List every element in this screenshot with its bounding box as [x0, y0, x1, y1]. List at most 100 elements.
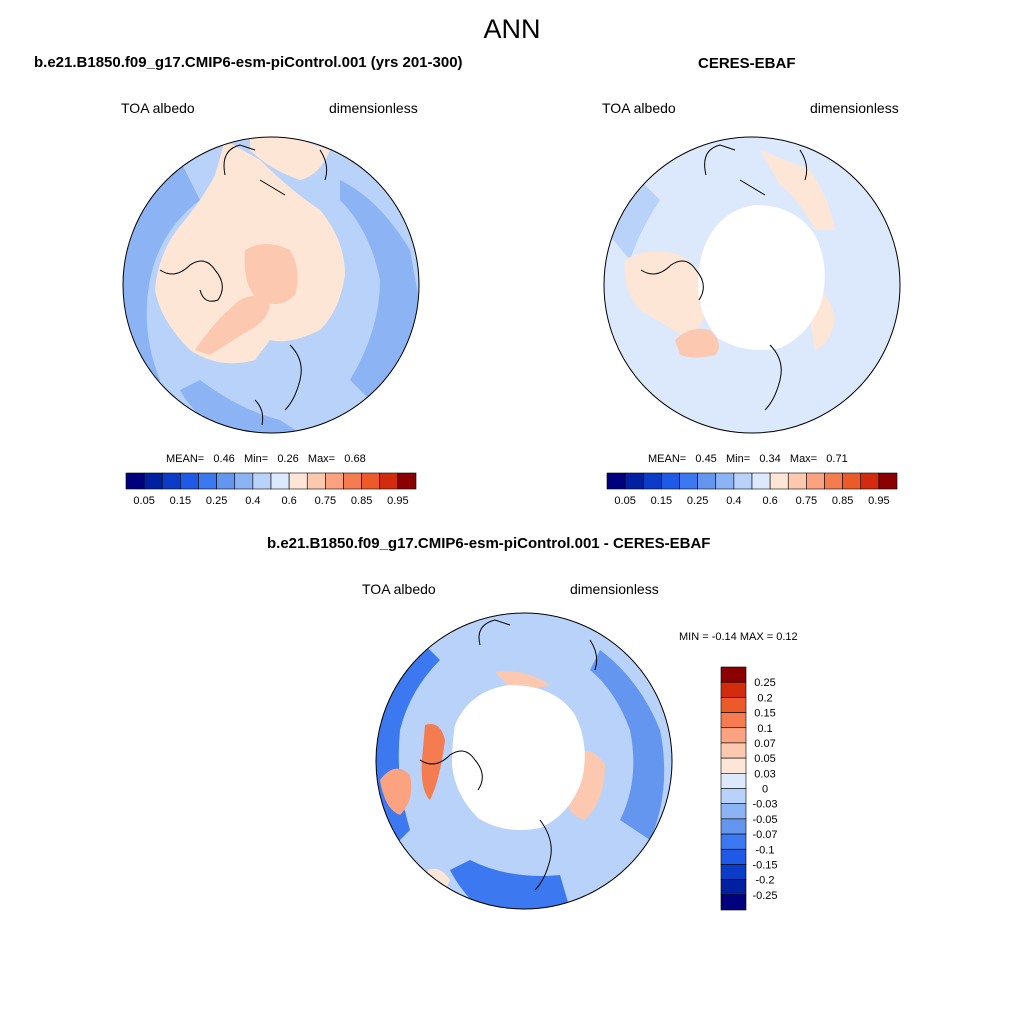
- figure-title: ANN: [483, 14, 541, 44]
- map-model: [122, 136, 420, 434]
- colorbar-swatch: [720, 773, 747, 789]
- colorbar-swatch: [198, 472, 217, 490]
- colorbar-tick-label: 0.25: [687, 495, 708, 507]
- mean-value: 0.46: [213, 453, 235, 465]
- map-diff-coastline: [419, 619, 598, 891]
- map-diff-missing-data: [452, 685, 585, 831]
- colorbar-swatch: [288, 472, 308, 490]
- colorbar-swatch: [720, 833, 747, 850]
- diff-minmax-label: MIN = -0.14 MAX = 0.12: [679, 631, 798, 643]
- colorbar-swatch: [715, 472, 735, 490]
- colorbar-tick-label: 0.05: [614, 495, 635, 507]
- map-model-field-low: [123, 160, 200, 390]
- mean-value: 0.45: [695, 453, 717, 465]
- map-model-border: [122, 136, 420, 434]
- colorbar-swatch: [379, 472, 399, 490]
- colorbar-swatch: [234, 472, 254, 490]
- colorbar-swatch: [878, 472, 898, 490]
- colorbar-tick-label: -0.2: [756, 875, 775, 887]
- colorbar-diff: 0.25 0.2 0.15 0.1 0.07 0.05 0.03 0 -0.03 -0.05 -0.…: [720, 666, 778, 911]
- colorbar-tick-label: -0.07: [752, 829, 777, 841]
- colorbar-tick-label: 0.95: [868, 495, 889, 507]
- colorbar-swatch: [361, 472, 381, 490]
- map-model-field-high: [250, 137, 330, 180]
- colorbar-tick-label: 0.15: [754, 708, 775, 720]
- colorbar-swatch: [180, 472, 199, 490]
- colorbar-tick-label: 0.4: [726, 495, 741, 507]
- colorbar-tick-label: 0.4: [245, 495, 260, 507]
- map-obs-coastline: [640, 144, 808, 411]
- colorbar-swatch: [720, 666, 747, 683]
- colorbar-tick-label: 0.03: [754, 768, 775, 780]
- map-obs-field-high: [624, 251, 710, 340]
- min-value: 0.34: [759, 453, 781, 465]
- colorbar-swatch: [751, 472, 771, 490]
- map-obs-field-peak: [675, 328, 719, 358]
- map-obs-missing-data: [698, 205, 825, 351]
- colorbar-tick-label: -0.15: [752, 859, 777, 871]
- mean-label: MEAN=: [648, 453, 687, 465]
- map-diff: [375, 612, 673, 910]
- panel-obs-variable-label: TOA albedo: [602, 100, 676, 116]
- colorbar-swatch: [125, 472, 145, 490]
- map-obs: [603, 136, 901, 434]
- map-model-coastline: [159, 144, 328, 426]
- map-model-field-low: [340, 180, 419, 400]
- colorbar-swatch: [806, 472, 825, 490]
- colorbar-tick-label: 0.25: [754, 677, 775, 689]
- colorbar-tick-label: 0.75: [796, 495, 817, 507]
- colorbar-swatch: [720, 879, 747, 896]
- colorbar-swatch: [720, 757, 747, 774]
- colorbar-tick-label: 0.15: [170, 495, 191, 507]
- map-model-field-peak: [244, 244, 298, 304]
- colorbar-tick-label: -0.03: [752, 799, 777, 811]
- colorbar-swatch: [720, 788, 747, 804]
- colorbar-tick-label: 0.25: [206, 495, 227, 507]
- colorbar-tick-label: 0.6: [762, 495, 777, 507]
- mean-label: MEAN=: [166, 453, 205, 465]
- colorbar-swatch: [720, 894, 747, 911]
- colorbar-swatch: [720, 818, 747, 835]
- colorbar-tick-label: 0.6: [281, 495, 296, 507]
- colorbar-tick-label: 0: [762, 784, 768, 796]
- colorbar-swatch: [720, 742, 747, 759]
- colorbar-swatch: [606, 472, 626, 490]
- panel-model-title: b.e21.B1850.f09_g17.CMIP6-esm-piControl.…: [34, 54, 463, 71]
- max-value: 0.71: [826, 453, 848, 465]
- colorbar-swatch: [252, 472, 272, 490]
- colorbar-tick-label: 0.15: [651, 495, 672, 507]
- colorbar-swatch: [624, 472, 644, 490]
- colorbar-swatch: [270, 472, 290, 490]
- colorbar-swatch: [642, 472, 662, 490]
- map-obs-border: [603, 136, 901, 434]
- map-diff-field-positive: [421, 724, 445, 800]
- panel-model-units-label: dimensionless: [329, 100, 418, 116]
- colorbar-swatch: [824, 472, 843, 490]
- panel-obs-stats: MEAN= 0.45 Min= 0.34 Max= 0.71: [648, 453, 848, 465]
- colorbar-swatch: [769, 472, 789, 490]
- colorbar-swatch: [860, 472, 880, 490]
- map-diff-border: [375, 612, 673, 910]
- colorbar-tick-label: 0.85: [832, 495, 853, 507]
- diff-panel-title: b.e21.B1850.f09_g17.CMIP6-esm-piControl.…: [267, 535, 711, 552]
- colorbar-swatch: [720, 848, 747, 865]
- colorbar-swatch: [679, 472, 698, 490]
- colorbar-tick-label: 0.2: [757, 692, 772, 704]
- colorbar-tick-label: 0.05: [754, 753, 775, 765]
- map-model-field-peak: [195, 296, 270, 355]
- map-obs-field-low: [605, 180, 660, 260]
- colorbar-tick-label: 0.05: [133, 495, 154, 507]
- colorbar-swatch: [306, 472, 326, 490]
- colorbar-swatch: [720, 712, 747, 729]
- panel-model-stats: MEAN= 0.46 Min= 0.26 Max= 0.68: [166, 453, 366, 465]
- colorbar-swatch: [720, 727, 747, 744]
- colorbar-tick-label: 0.07: [754, 738, 775, 750]
- colorbar-swatch: [787, 472, 807, 490]
- max-label: Max=: [307, 453, 336, 465]
- colorbar-swatch: [720, 697, 747, 713]
- max-value: 0.68: [344, 453, 366, 465]
- colorbar-swatch: [143, 472, 163, 490]
- map-diff-field-positive: [495, 671, 550, 689]
- colorbar-tick-label: 0.1: [757, 723, 772, 735]
- diff-units-label: dimensionless: [570, 581, 659, 597]
